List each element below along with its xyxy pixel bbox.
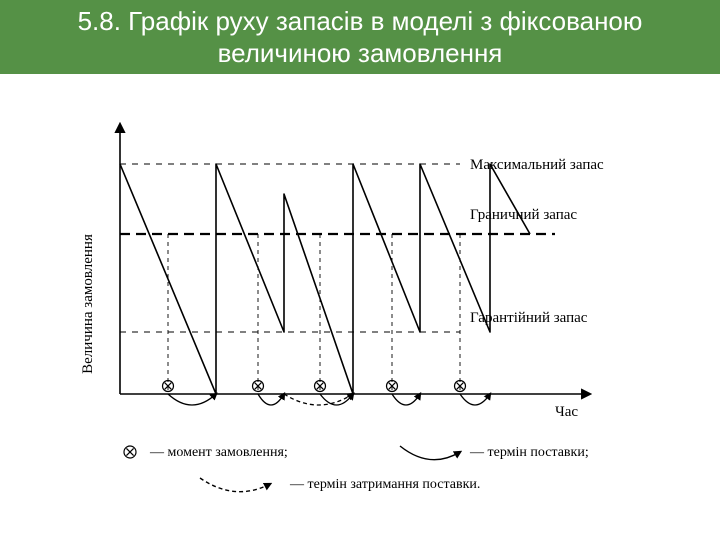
legend: — момент замовлення; — термін поставки; — … [0,434,720,524]
inventory-chart: Максимальний запасГраничний запасГаранті… [0,74,720,434]
svg-text:Граничний запас: Граничний запас [470,207,577,223]
svg-text:Час: Час [555,404,578,420]
slide-header: 5.8. Графік руху запасів в моделі з фікс… [0,0,720,74]
svg-text:Величина замовлення: Величина замовлення [80,234,96,374]
slide-title: 5.8. Графік руху запасів в моделі з фікс… [20,5,700,70]
svg-text:— термін поставки;: — термін поставки; [469,445,589,460]
svg-text:— термін затримання поставки.: — термін затримання поставки. [289,477,480,492]
svg-text:Гарантійний запас: Гарантійний запас [470,310,588,326]
chart-svg: Максимальний запасГраничний запасГаранті… [0,74,720,434]
legend-svg: — момент замовлення; — термін поставки; — … [0,434,720,524]
svg-text:— момент замовлення;: — момент замовлення; [149,445,288,460]
